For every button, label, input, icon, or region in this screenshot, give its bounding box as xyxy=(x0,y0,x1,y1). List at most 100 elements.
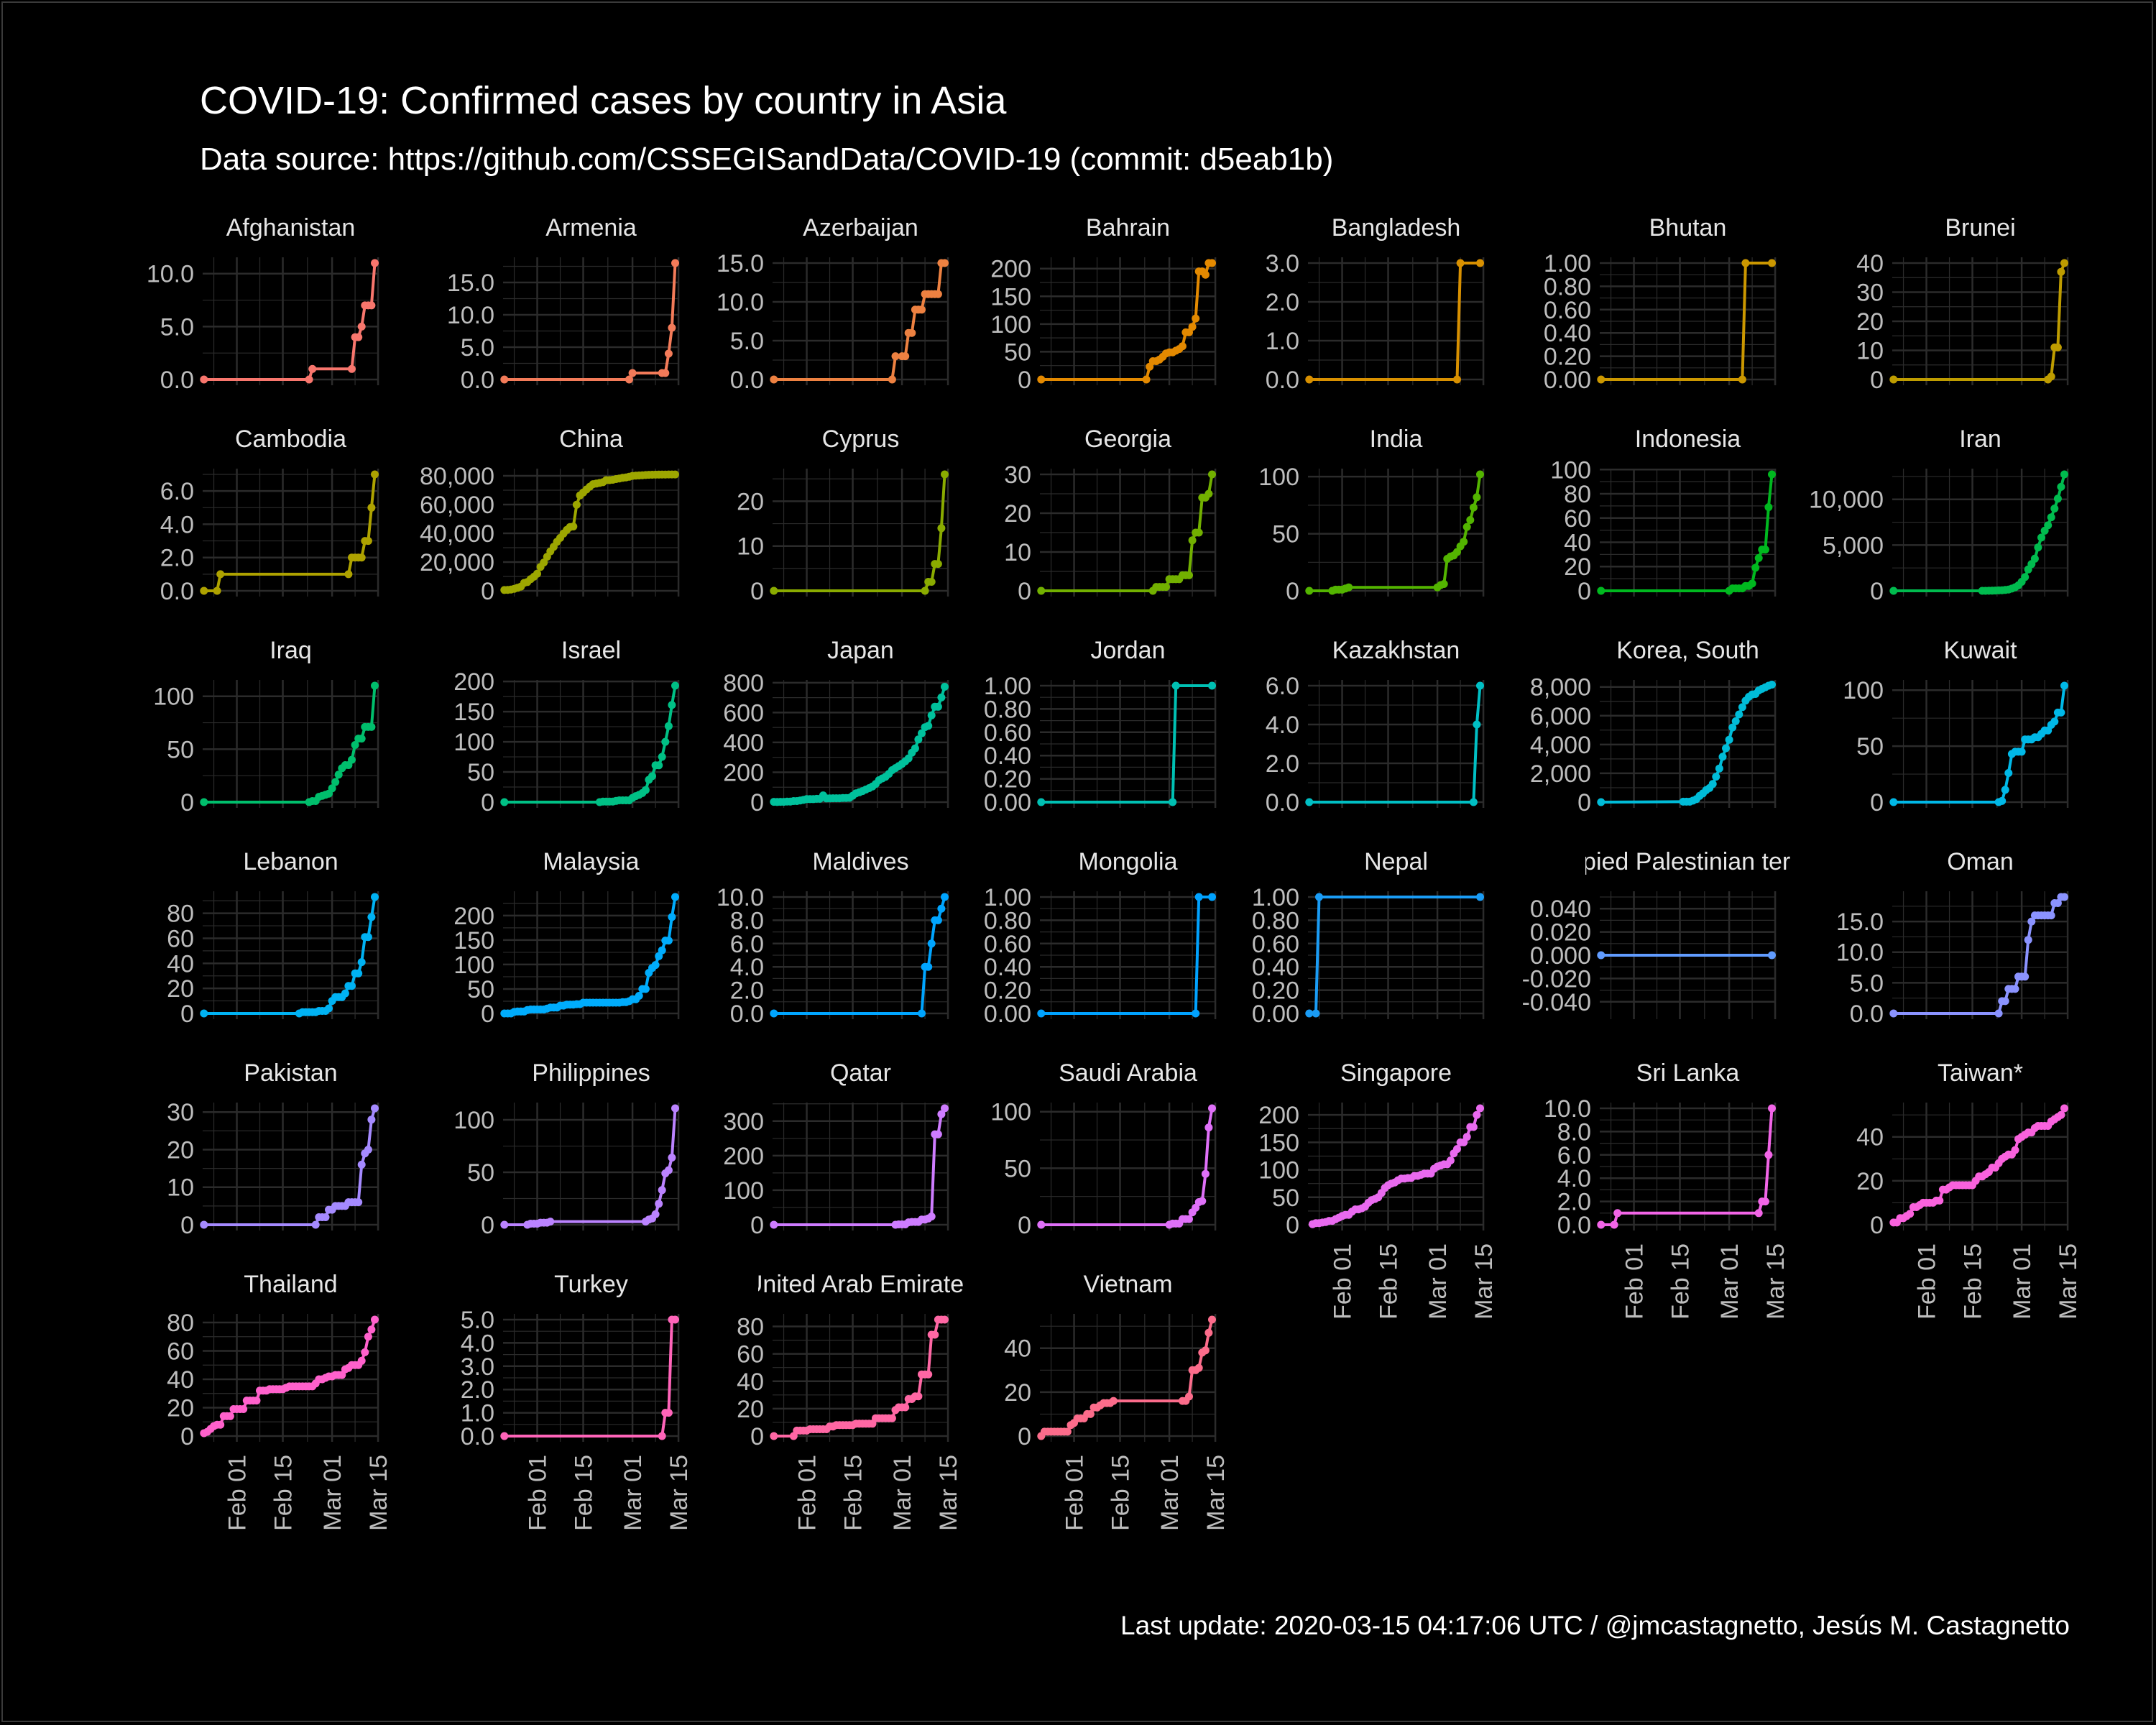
x-tick-label: Mar 01 xyxy=(889,1455,916,1531)
data-point xyxy=(367,1325,376,1334)
panel-philippines: Philippines 0 50 100 xyxy=(453,1059,680,1239)
data-point xyxy=(1305,586,1314,595)
data-point xyxy=(1613,1209,1622,1218)
data-point xyxy=(2011,985,2019,993)
series-line-bhutan xyxy=(1600,262,1772,381)
data-point xyxy=(371,1104,379,1113)
series-points-bhutan xyxy=(1597,259,1776,384)
data-point xyxy=(364,1146,372,1154)
y-tick-label: 0.80 xyxy=(984,907,1031,934)
data-point xyxy=(371,259,379,267)
y-tick-label: 100 xyxy=(1550,456,1591,484)
data-point xyxy=(937,904,946,913)
data-point xyxy=(770,1009,778,1018)
y-tick-label: 0.20 xyxy=(984,978,1031,1005)
panel-grid xyxy=(1600,1103,1777,1230)
y-tick-label: 0 xyxy=(750,1212,764,1239)
x-tick-label: Mar 01 xyxy=(619,1455,647,1531)
y-tick-label: 0.020 xyxy=(1530,919,1591,947)
data-point xyxy=(671,259,679,267)
data-point xyxy=(1208,1104,1216,1113)
data-point xyxy=(357,322,366,331)
data-point xyxy=(941,893,949,901)
panel-title: Pakistan xyxy=(244,1059,337,1087)
y-tick-label: -0.040 xyxy=(1522,989,1591,1016)
y-tick-label: 0.20 xyxy=(984,766,1031,794)
data-point xyxy=(1456,259,1465,267)
y-tick-label: 4.0 xyxy=(461,1330,494,1357)
y-tick-label: 200 xyxy=(453,903,494,930)
y-tick-label: 200 xyxy=(1258,1102,1299,1129)
data-point xyxy=(941,683,949,691)
x-tick-label: Mar 01 xyxy=(319,1455,346,1531)
y-tick-label: 20 xyxy=(1856,1168,1884,1195)
y-tick-label: 0 xyxy=(1870,1212,1884,1239)
data-point xyxy=(226,1412,234,1420)
y-tick-label: 0 xyxy=(1018,367,1031,394)
y-tick-label: 0.60 xyxy=(1252,931,1299,958)
data-point xyxy=(367,503,376,512)
data-point xyxy=(2001,786,2009,794)
y-tick-label: 0.0 xyxy=(730,1000,764,1028)
panel-title: Cambodia xyxy=(235,426,346,453)
data-point xyxy=(658,1186,666,1195)
data-point xyxy=(1185,1392,1193,1401)
panel-nepal: Nepal 0.000.200.400.600.801.00 xyxy=(1252,848,1485,1028)
data-point xyxy=(1171,681,1180,690)
y-tick-label: 50 xyxy=(467,759,494,786)
panel-title: Afghanistan xyxy=(226,214,356,242)
panel-title: Philippines xyxy=(532,1059,650,1087)
data-point xyxy=(2004,769,2013,777)
y-tick-label: 10.0 xyxy=(447,302,494,329)
data-point xyxy=(924,962,933,971)
x-tick-label: Feb 15 xyxy=(270,1455,298,1531)
y-tick-label: 1.00 xyxy=(1252,884,1299,911)
data-point xyxy=(770,1220,778,1229)
y-tick-label: 60 xyxy=(167,1338,194,1365)
series-points-bangladesh xyxy=(1305,259,1484,384)
y-tick-label: 40 xyxy=(167,950,194,978)
y-tick-label: 60 xyxy=(737,1341,764,1368)
series-line-malaysia xyxy=(504,896,677,1015)
y-tick-label: 100 xyxy=(453,952,494,979)
y-tick-label: 800 xyxy=(723,670,764,697)
y-tick-label: 50 xyxy=(1004,1155,1031,1182)
y-tick-label: 0 xyxy=(481,789,494,816)
y-tick-label: 0.40 xyxy=(1252,954,1299,981)
series-line-afghanistan xyxy=(203,262,377,381)
series-line-indonesia xyxy=(1600,474,1774,592)
data-point xyxy=(1764,1151,1773,1159)
y-tick-label: 0 xyxy=(180,1423,194,1450)
data-point xyxy=(1768,681,1776,689)
data-point xyxy=(1998,796,2007,805)
data-point xyxy=(364,537,372,546)
panel-grid xyxy=(1892,891,2069,1019)
panel-grid xyxy=(773,1103,949,1230)
panel-title: Georgia xyxy=(1084,426,1171,453)
panel-grid xyxy=(1892,1103,2069,1230)
data-point xyxy=(200,586,208,595)
y-tick-label: 4.0 xyxy=(730,954,764,981)
data-point xyxy=(351,741,359,749)
data-point xyxy=(924,722,933,730)
series-line-singapore xyxy=(1312,1108,1482,1226)
data-point xyxy=(308,364,317,373)
data-point xyxy=(671,1315,679,1324)
data-point xyxy=(671,681,679,690)
y-tick-label: 6,000 xyxy=(1530,703,1591,730)
y-tick-label: 100 xyxy=(1258,464,1299,491)
data-point xyxy=(357,735,366,743)
data-point xyxy=(1198,1197,1207,1205)
series-points-occupied-palestinian-territory xyxy=(1597,951,1776,960)
panel-bhutan: Bhutan 0.000.200.400.600.801.00 xyxy=(1544,214,1777,394)
y-tick-label: 1.0 xyxy=(461,1400,494,1427)
panel-grid xyxy=(1892,257,2069,385)
panel-georgia: Georgia 0 10 20 30 xyxy=(1004,426,1217,605)
x-tick-label: Mar 01 xyxy=(1716,1243,1743,1320)
y-tick-label: 50 xyxy=(1272,1184,1299,1212)
data-point xyxy=(2057,1110,2065,1119)
